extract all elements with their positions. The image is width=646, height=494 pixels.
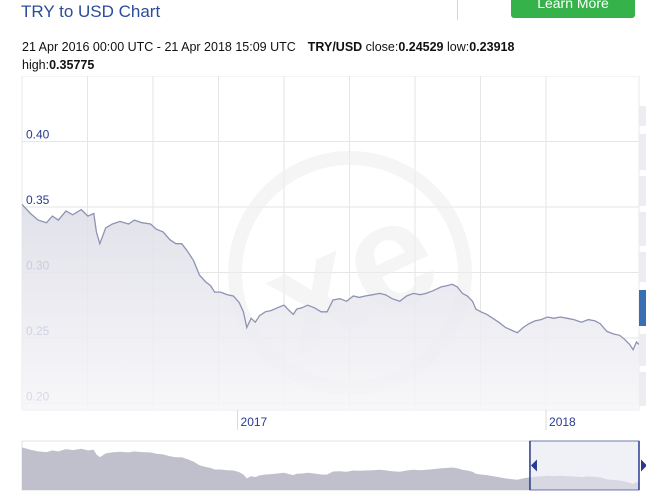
side-tab[interactable] [639,252,646,282]
y-tick-label: 0.40 [26,127,50,141]
series-area [22,204,639,410]
close-label: close: [365,40,399,54]
side-tab-active[interactable] [639,290,646,326]
side-tab[interactable] [639,372,646,406]
y-tick-label: 0.35 [26,193,50,207]
low-label: low: [447,40,470,54]
page-title: TRY to USD Chart [21,2,161,21]
chart-info-line: 21 Apr 2016 00:00 UTC - 21 Apr 2018 15:0… [22,38,622,74]
date-range: 21 Apr 2016 00:00 UTC - 21 Apr 2018 15:0… [22,40,296,54]
side-tab[interactable] [639,106,646,126]
side-tab[interactable] [639,134,646,170]
navigator-left-handle[interactable] [530,459,537,472]
navigator-right-handle[interactable] [641,459,646,472]
x-tick-label: 2018 [549,415,576,429]
high-value: 0.35775 [49,58,95,72]
low-value: 0.23918 [469,40,515,54]
side-tab[interactable] [639,212,646,246]
close-value: 0.24529 [398,40,444,54]
high-label: high: [22,58,50,72]
series-line [21,203,640,352]
navigator-selection[interactable] [529,440,640,491]
side-tab[interactable] [639,334,646,366]
learn-more-button[interactable]: Learn More [511,0,635,18]
navigator-area [22,447,639,490]
side-tab[interactable] [639,176,646,206]
currency-pair: TRY/USD [307,40,363,54]
header-divider [457,0,458,20]
x-tick-label: 2017 [241,415,268,429]
